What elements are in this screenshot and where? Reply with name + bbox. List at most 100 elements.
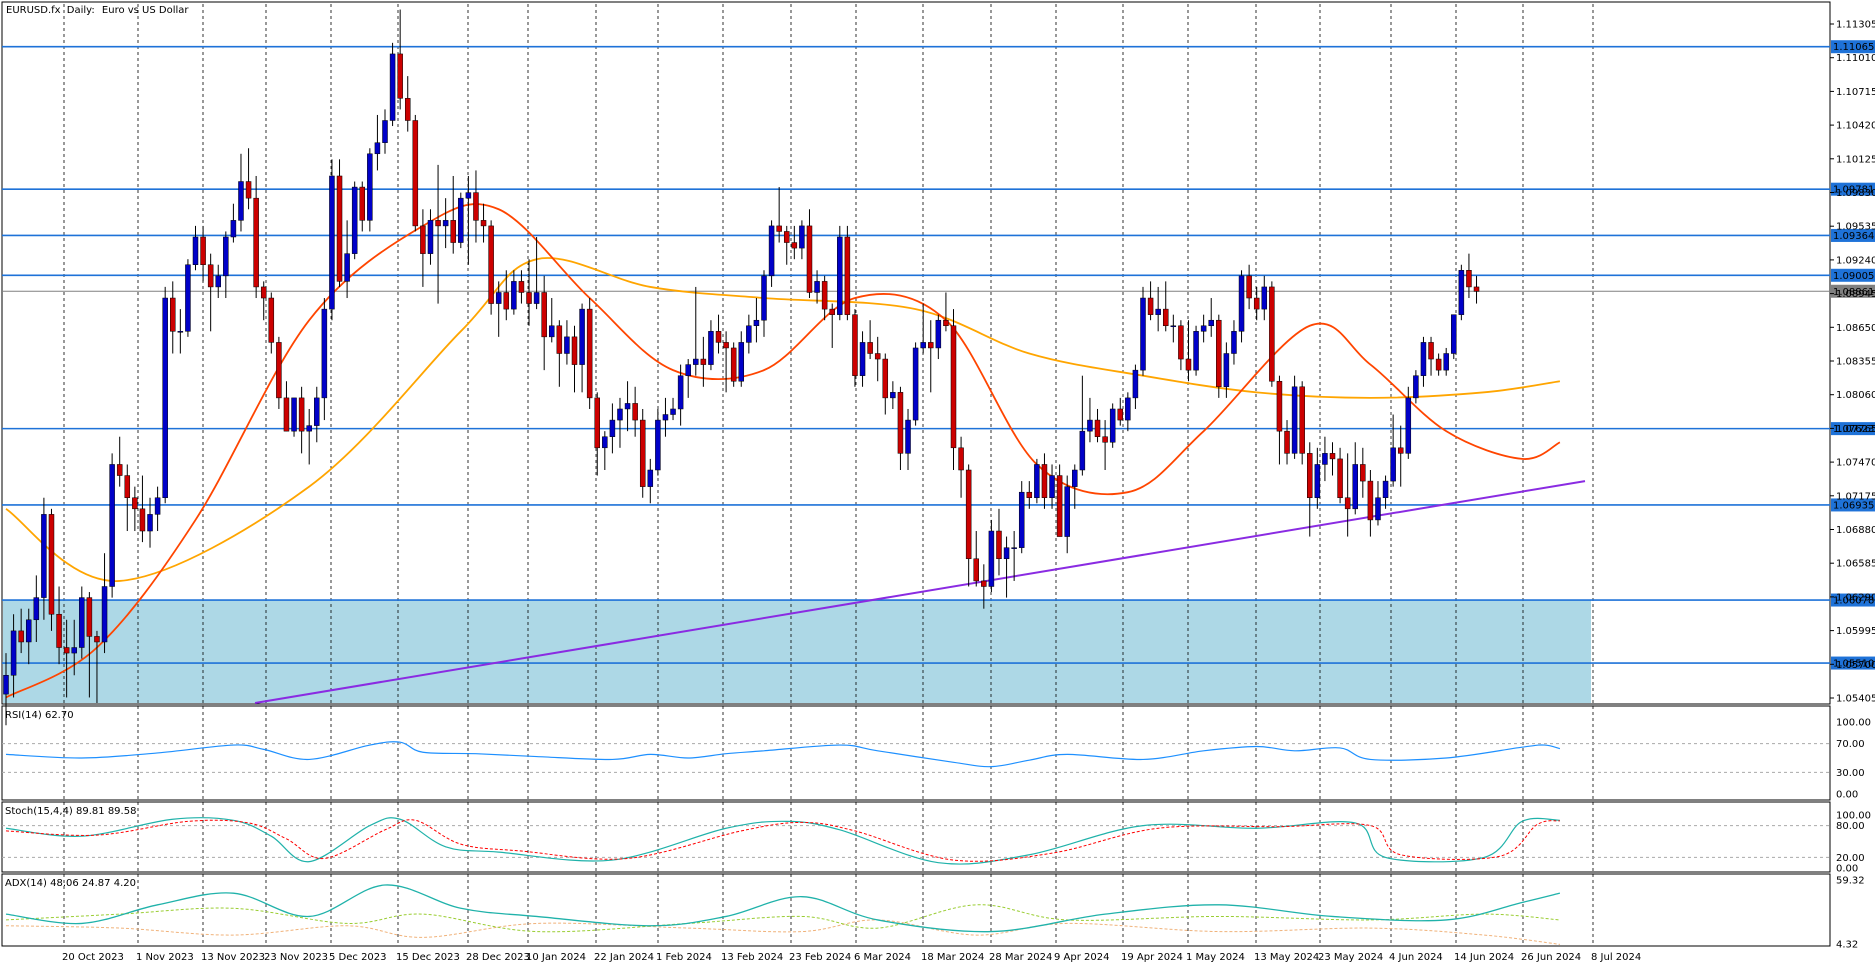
time-label: 5 Dec 2023 (329, 952, 387, 963)
level-price-label: 1.07623 (1833, 424, 1874, 435)
candle (291, 397, 297, 437)
candle (1087, 397, 1093, 443)
candle (389, 42, 396, 127)
candle (852, 309, 858, 387)
time-label: 10 Jan 2024 (526, 952, 586, 963)
candle-body (1162, 308, 1169, 327)
candle-body (124, 475, 131, 498)
candle-body (1087, 419, 1093, 432)
rsi-panel[interactable] (1, 705, 1831, 801)
candle-body (761, 275, 767, 321)
candle-body (101, 586, 108, 643)
candle-body (1299, 386, 1305, 454)
candle (874, 336, 881, 382)
candle (1352, 442, 1358, 515)
candle-body (556, 325, 563, 354)
candle-body (1049, 475, 1055, 498)
price-tick-label: 1.10125 (1836, 154, 1875, 165)
time-label: 28 Dec 2023 (466, 952, 530, 963)
level-price-label: 1.09781 (1833, 185, 1874, 196)
candle (1011, 531, 1017, 581)
candle (450, 175, 456, 254)
candles (3, 9, 1480, 726)
candle (1155, 286, 1161, 332)
candle-body (1291, 386, 1298, 454)
di-minus-line (5, 919, 1560, 945)
period-label: Daily: (67, 5, 95, 16)
candle (1231, 320, 1237, 365)
candle-body (1314, 464, 1321, 498)
candle (63, 619, 70, 698)
candle-body (821, 281, 828, 310)
candle-body (1413, 375, 1419, 399)
candle-body (670, 408, 676, 415)
candle-body (86, 597, 93, 637)
price-tick-label: 1.05995 (1836, 626, 1875, 637)
adx-line (5, 884, 1561, 933)
candle-body (268, 297, 275, 343)
candle-body (1041, 464, 1048, 498)
symbol-label: EURUSD.fx (6, 5, 61, 16)
candle (101, 553, 108, 654)
rsi-tick-label: 0.00 (1836, 790, 1858, 801)
candle (1200, 314, 1207, 343)
price-tick-label: 1.08945 (1836, 289, 1875, 300)
candle (541, 275, 547, 371)
rsi-tick-label: 30.00 (1836, 768, 1865, 779)
adx-panel[interactable] (1, 873, 1831, 947)
candle (890, 381, 896, 409)
candle-body (1185, 358, 1192, 371)
candle-body (928, 342, 934, 349)
candle-body (996, 530, 1002, 560)
candle-body (260, 286, 267, 299)
candle-body (950, 325, 957, 449)
candle (1344, 453, 1351, 537)
candle-body (943, 319, 949, 327)
candle-body (245, 181, 252, 199)
rsi-tick-label: 100.00 (1836, 718, 1871, 729)
candle-body (738, 342, 745, 382)
candle (1375, 481, 1381, 526)
candle (859, 331, 866, 387)
candle-body (1246, 275, 1252, 299)
candle (1223, 342, 1230, 398)
candle-body (988, 530, 995, 587)
candle-body (503, 292, 510, 310)
adx-tick-label: 4.32 (1836, 940, 1858, 951)
time-label: 23 May 2024 (1318, 952, 1383, 963)
candle (94, 630, 100, 703)
stoch-panel[interactable] (1, 801, 1831, 873)
candle (1056, 464, 1063, 537)
candle-body (1307, 453, 1313, 498)
candle (973, 531, 979, 587)
candle-body (253, 197, 259, 288)
price-tick-label: 1.07175 (1836, 491, 1875, 502)
candle-body (1117, 408, 1124, 421)
candle-body (397, 53, 403, 99)
price-tick-label: 1.06290 (1836, 592, 1875, 603)
candle (86, 592, 93, 698)
price-tick-label: 1.07765 (1836, 424, 1875, 435)
candle (715, 314, 722, 354)
candle-body (973, 558, 979, 582)
candle (1125, 392, 1131, 432)
candle-body (1064, 486, 1070, 537)
candle (33, 575, 40, 642)
horizontal-levels: 1.11065 1.09781 1.09364 1.09005 1.07623 1.069… (2, 40, 1875, 670)
candle-body (1193, 331, 1199, 371)
candle (814, 270, 820, 304)
candle (662, 397, 669, 437)
level-price-label: 1.05510 (1833, 659, 1874, 670)
trendline[interactable] (254, 480, 1586, 704)
zone-rect (3, 600, 1591, 703)
candle-body (1102, 436, 1108, 443)
candle-body (882, 358, 889, 399)
candle (238, 153, 244, 232)
candle-body (389, 53, 396, 121)
candle (670, 397, 676, 421)
candle (579, 303, 585, 393)
candle (207, 253, 214, 332)
time-label: 1 Nov 2023 (136, 952, 194, 963)
candle-body (920, 342, 926, 349)
